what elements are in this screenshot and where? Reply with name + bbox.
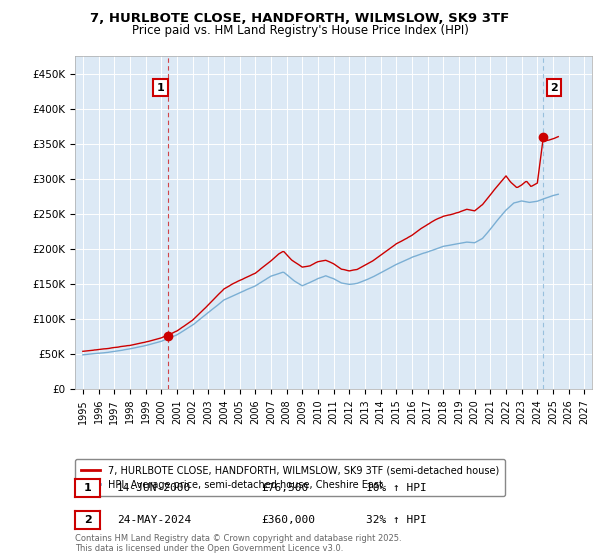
Text: 14-JUN-2000: 14-JUN-2000 [117, 483, 191, 493]
Text: 24-MAY-2024: 24-MAY-2024 [117, 515, 191, 525]
Text: 7, HURLBOTE CLOSE, HANDFORTH, WILMSLOW, SK9 3TF: 7, HURLBOTE CLOSE, HANDFORTH, WILMSLOW, … [91, 12, 509, 25]
Text: £76,500: £76,500 [261, 483, 308, 493]
Text: 1: 1 [84, 483, 91, 493]
Text: £360,000: £360,000 [261, 515, 315, 525]
Text: Price paid vs. HM Land Registry's House Price Index (HPI): Price paid vs. HM Land Registry's House … [131, 24, 469, 36]
Text: 2: 2 [84, 515, 91, 525]
Legend: 7, HURLBOTE CLOSE, HANDFORTH, WILMSLOW, SK9 3TF (semi-detached house), HPI: Aver: 7, HURLBOTE CLOSE, HANDFORTH, WILMSLOW, … [75, 459, 505, 496]
Text: 2: 2 [550, 82, 558, 92]
Text: 10% ↑ HPI: 10% ↑ HPI [366, 483, 427, 493]
Text: Contains HM Land Registry data © Crown copyright and database right 2025.
This d: Contains HM Land Registry data © Crown c… [75, 534, 401, 553]
Text: 1: 1 [157, 82, 164, 92]
Text: 32% ↑ HPI: 32% ↑ HPI [366, 515, 427, 525]
